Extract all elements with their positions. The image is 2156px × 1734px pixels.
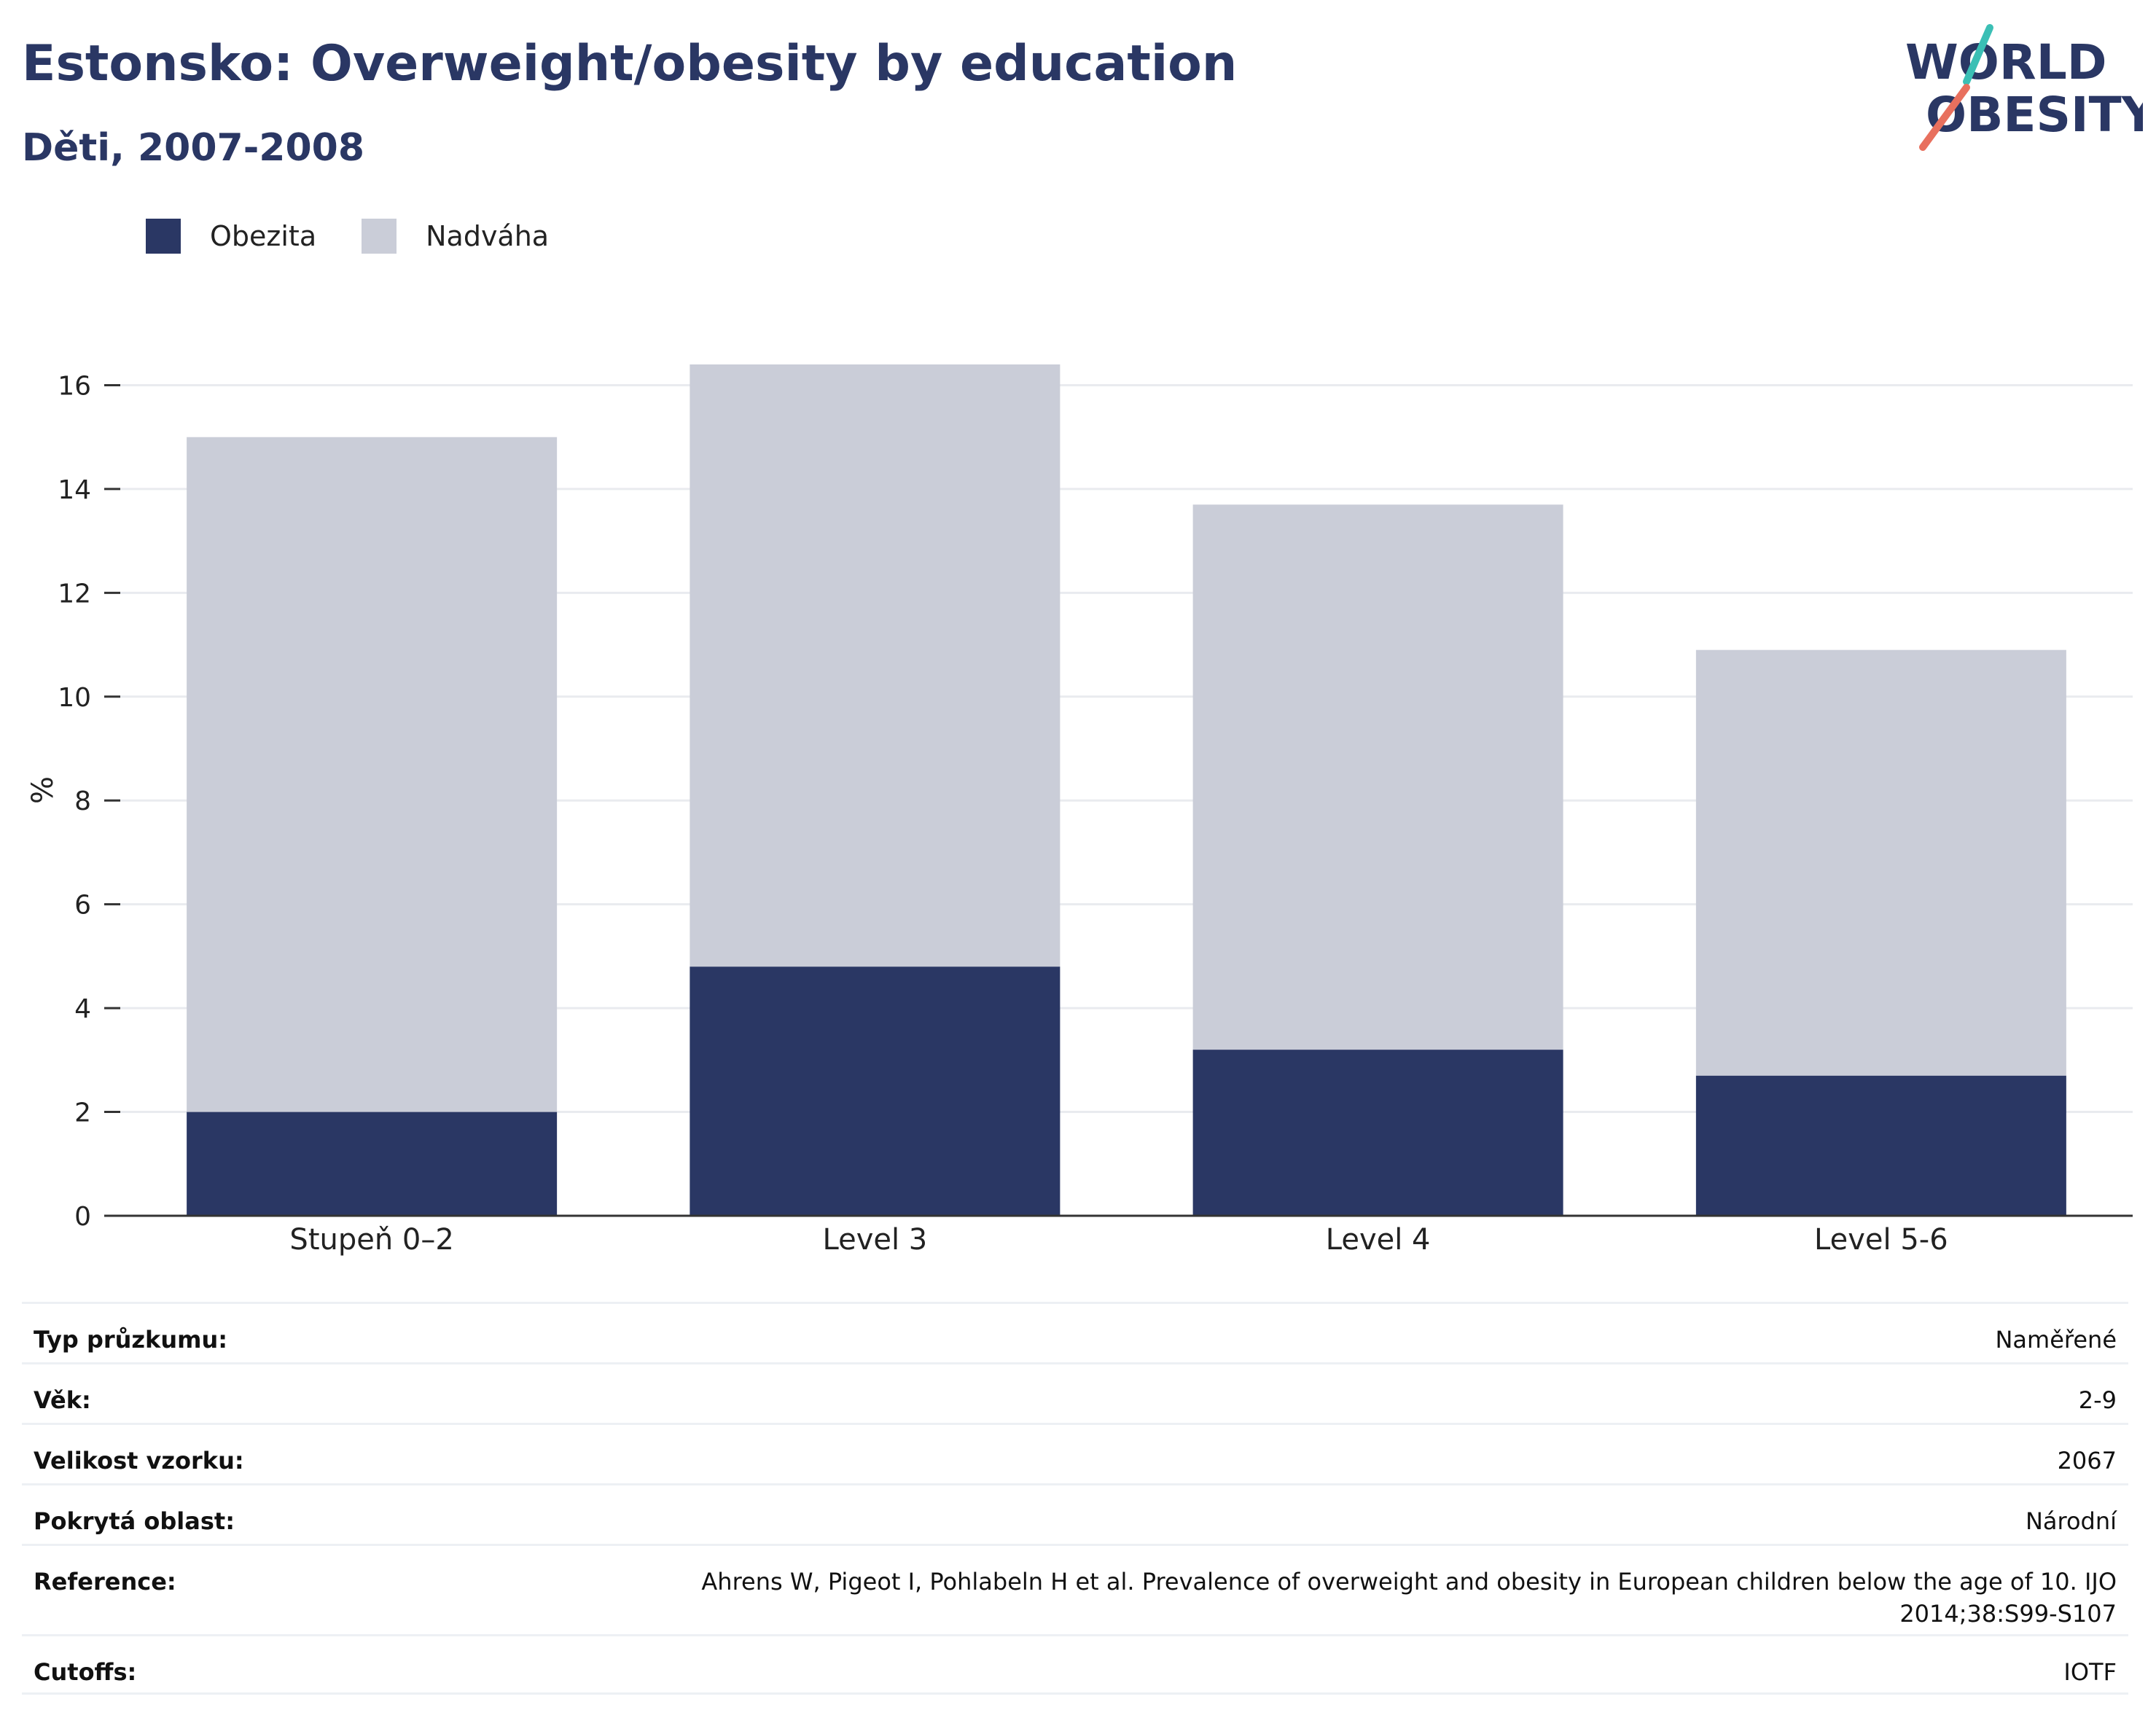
y-tick-label: 8 [74,786,91,816]
y-tick-label: 4 [74,994,91,1024]
y-tick-label: 2 [74,1098,91,1128]
survey-info-table: Typ průzkumu: Naměřené Věk: 2-9 Velikost vzo… [22,1302,2128,1695]
logo-line-1: WORLD [1905,34,2107,90]
y-tick-label: 10 [58,683,91,713]
logo-slash-teal [1963,24,1993,85]
info-value: Naměřené [1995,1326,2117,1354]
info-key: Velikost vzorku: [34,1447,244,1475]
info-value: Ahrens W, Pigeot I, Pohlabeln H et al. P… [701,1568,2117,1628]
legend-swatch-obesity [146,219,181,254]
legend-item-overweight[interactable]: Nadváha [362,219,549,254]
info-row: Reference: Ahrens W, Pigeot I, Pohlabeln … [22,1544,2128,1634]
bar-obesity [1695,1075,2066,1216]
info-row: Velikost vzorku: 2067 [22,1423,2128,1483]
info-value: 2-9 [2078,1386,2117,1414]
y-tick-label: 6 [74,891,91,921]
info-key: Reference: [34,1568,176,1596]
y-axis-label: % [26,776,60,804]
info-row: Cutoffs: IOTF [22,1634,2128,1695]
y-tick-label: 12 [58,579,91,609]
bar-chart: 0 2 4 6 8 10 12 14 16% Stupeň 0–2 Level 3 Level 4 Le… [26,364,2133,1257]
bar-overweight [187,437,558,1112]
bar-overweight [690,364,1061,967]
x-tick-label: Stupeň 0–2 [289,1223,453,1257]
info-key: Cutoffs: [34,1658,137,1686]
chart-title: Estonsko: Overweight/obesity by educatio… [22,35,1238,93]
legend-swatch-overweight [362,219,397,254]
y-tick-label: 14 [58,475,91,505]
info-key: Pokrytá oblast: [34,1507,235,1535]
bar-obesity [1192,1050,1563,1216]
bar-obesity [187,1112,558,1216]
y-tick-label: 16 [58,371,91,401]
logo-slash-coral [1919,84,1970,151]
legend-label-obesity: Obezita [210,220,317,252]
info-row: Věk: 2-9 [22,1362,2128,1423]
chart-legend: Obezita Nadváha [146,216,594,257]
info-row: Typ průzkumu: Naměřené [22,1302,2128,1362]
y-tick-label: 0 [74,1202,91,1232]
x-tick-label: Level 4 [1326,1223,1431,1257]
bar-obesity [690,966,1061,1216]
bar-overweight [1695,649,2066,1076]
legend-label-overweight: Nadváha [426,220,550,252]
info-value: IOTF [2063,1658,2117,1686]
legend-item-obesity[interactable]: Obezita [146,219,316,254]
info-key: Typ průzkumu: [34,1326,228,1354]
bar-overweight [1192,504,1563,1050]
info-row: Pokrytá oblast: Národní [22,1483,2128,1544]
chart-subtitle: Děti, 2007-2008 [22,126,365,170]
info-value: Národní [2025,1507,2117,1535]
info-key: Věk: [34,1386,91,1414]
world-obesity-logo: WORLD OBESITY [1905,24,2143,151]
x-tick-label: Level 3 [823,1223,928,1257]
info-value: 2067 [2057,1447,2117,1475]
x-tick-label: Level 5-6 [1814,1223,1948,1257]
